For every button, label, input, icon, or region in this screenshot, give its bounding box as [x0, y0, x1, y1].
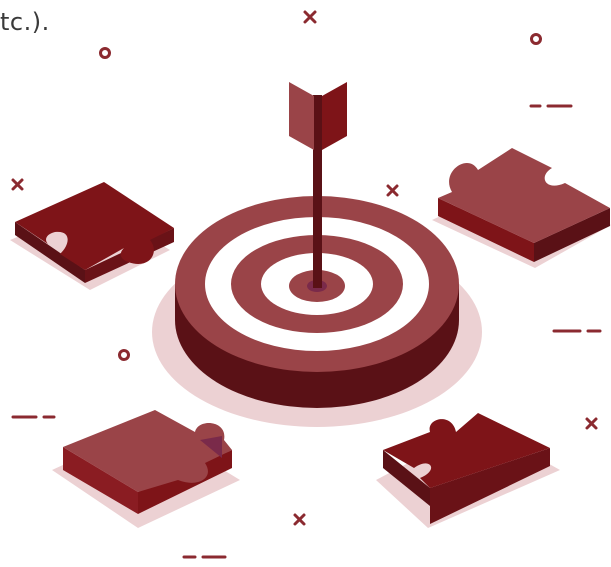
puzzle-piece-top-right-icon	[432, 148, 611, 268]
decor-x-icon-bottom	[293, 513, 306, 526]
decor-ring-icon-2	[530, 33, 542, 45]
decor-x-icon-top	[303, 10, 317, 24]
decor-x-icon-center	[386, 184, 399, 197]
puzzle-piece-bottom-right-icon	[376, 413, 560, 528]
puzzle-piece-top-left-icon	[10, 182, 174, 290]
partial-caption-text: tc.).	[0, 8, 50, 36]
decor-x-icon-left	[11, 178, 24, 191]
arrow-icon	[289, 82, 347, 288]
decor-ring-icon-3	[118, 349, 130, 361]
decor-x-icon-right	[585, 417, 598, 430]
puzzle-piece-bottom-left-icon	[52, 410, 240, 528]
decor-ring-icon-1	[99, 47, 111, 59]
